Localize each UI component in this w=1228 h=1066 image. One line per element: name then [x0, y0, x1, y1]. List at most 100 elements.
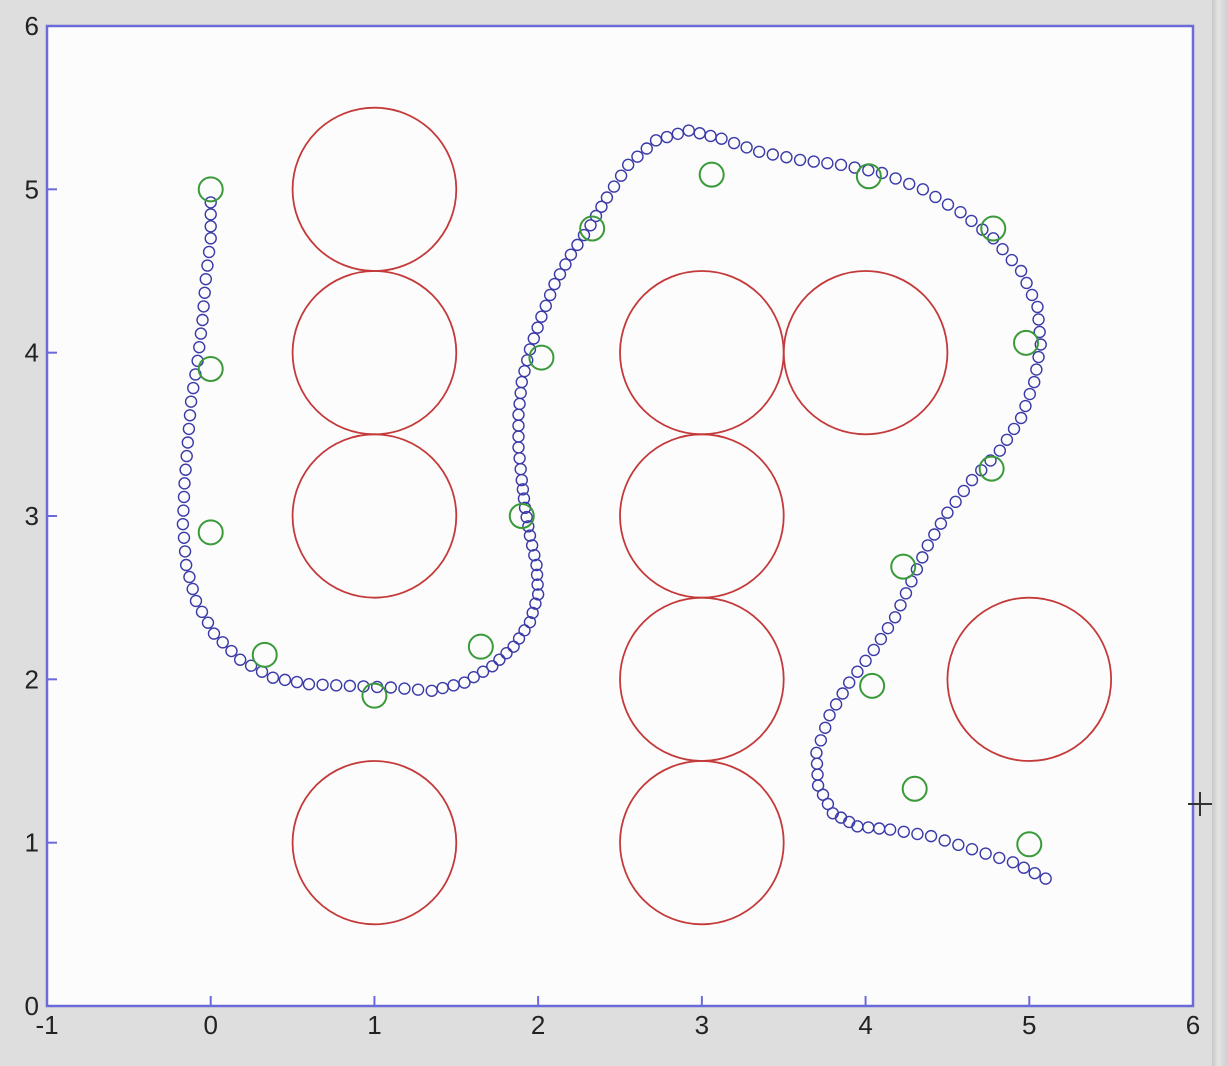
- y-tick-label: 5: [25, 174, 39, 204]
- path-point: [330, 679, 343, 692]
- path-point: [201, 616, 215, 629]
- path-point: [979, 847, 992, 860]
- waypoint-marker: [901, 775, 928, 802]
- waypoints-layer: [197, 161, 1043, 858]
- obstacle-circle: [291, 760, 458, 926]
- waypoint-marker: [197, 519, 224, 546]
- path-point: [780, 151, 793, 164]
- path-point: [526, 606, 539, 620]
- path-point: [530, 568, 544, 581]
- path-point: [965, 214, 978, 228]
- y-tick-label: 6: [25, 11, 39, 41]
- obstacles-layer: [291, 106, 1113, 926]
- path-point: [881, 621, 895, 635]
- path-point: [500, 647, 513, 660]
- path-point: [727, 136, 741, 150]
- path-point: [867, 643, 880, 657]
- path-point: [177, 504, 190, 517]
- path-point: [184, 395, 198, 408]
- path-point: [916, 551, 929, 564]
- path-point: [178, 545, 192, 558]
- path-point: [793, 153, 807, 167]
- y-tick-label: 4: [25, 338, 39, 368]
- path-point: [952, 838, 965, 852]
- path-point: [182, 422, 196, 436]
- path-point: [911, 827, 924, 841]
- path-point: [916, 183, 930, 196]
- path-point: [949, 495, 962, 509]
- path-point: [543, 288, 557, 302]
- path-point: [821, 156, 834, 170]
- path-point: [531, 578, 544, 591]
- path-point: [302, 678, 316, 691]
- x-tick-label: -1: [35, 1010, 58, 1040]
- path-point: [1025, 288, 1039, 302]
- path-point: [476, 665, 490, 678]
- path-point: [571, 238, 584, 252]
- path-point: [1031, 300, 1044, 314]
- obstacle-circle: [946, 596, 1113, 762]
- path-point: [177, 490, 191, 504]
- path-point: [1039, 872, 1052, 885]
- path-point: [202, 245, 216, 259]
- waypoint-marker: [579, 215, 606, 242]
- path-layer: [176, 124, 1052, 885]
- path-point: [176, 517, 190, 531]
- path-point: [1014, 411, 1028, 425]
- path-point: [843, 676, 856, 689]
- path-point: [493, 653, 506, 666]
- path-point: [193, 341, 206, 354]
- x-tick-label: 6: [1186, 1010, 1200, 1040]
- path-point: [278, 673, 292, 687]
- obstacle-circle: [291, 433, 458, 599]
- path-point: [1017, 861, 1031, 874]
- path-point: [965, 843, 979, 856]
- path-point: [1014, 264, 1028, 278]
- waypoint-marker: [508, 503, 535, 529]
- waypoint-marker: [1016, 831, 1043, 858]
- path-point: [921, 539, 934, 552]
- path-point: [559, 258, 572, 271]
- path-point: [993, 444, 1007, 457]
- path-point: [266, 671, 280, 684]
- path-point: [177, 531, 191, 544]
- path-point: [894, 599, 907, 612]
- path-point: [875, 166, 889, 180]
- y-tick-label: 2: [25, 664, 39, 694]
- path-point: [183, 409, 197, 422]
- y-tick-label: 3: [25, 501, 39, 531]
- waypoint-marker: [978, 455, 1005, 482]
- path-point: [1033, 325, 1046, 339]
- path-point: [903, 177, 916, 191]
- path-point: [836, 687, 849, 700]
- path-point: [204, 208, 217, 221]
- path-point: [486, 660, 499, 673]
- path-point: [316, 678, 329, 691]
- path-point: [631, 150, 644, 163]
- waypoint-marker: [197, 356, 224, 382]
- path-point: [290, 675, 304, 689]
- path-point: [201, 259, 214, 272]
- path-point: [523, 529, 537, 542]
- path-point: [244, 659, 258, 672]
- waypoint-marker: [890, 553, 917, 580]
- path-point: [1007, 422, 1021, 436]
- path-point: [1005, 253, 1019, 267]
- path-point: [343, 679, 357, 693]
- path-point: [614, 169, 628, 182]
- path-point: [187, 381, 200, 395]
- path-point: [1034, 338, 1047, 351]
- path-point: [189, 594, 203, 608]
- path-point: [204, 232, 217, 245]
- path-point: [180, 449, 193, 463]
- path-point: [194, 327, 208, 340]
- path-point: [531, 321, 544, 334]
- y-axis-ticks: 0 1 2 3 4 5 6: [25, 11, 57, 1021]
- path-point: [607, 180, 621, 193]
- path-point: [957, 484, 970, 498]
- path-point: [595, 200, 608, 213]
- path-point: [584, 219, 597, 232]
- path-point: [1019, 399, 1032, 413]
